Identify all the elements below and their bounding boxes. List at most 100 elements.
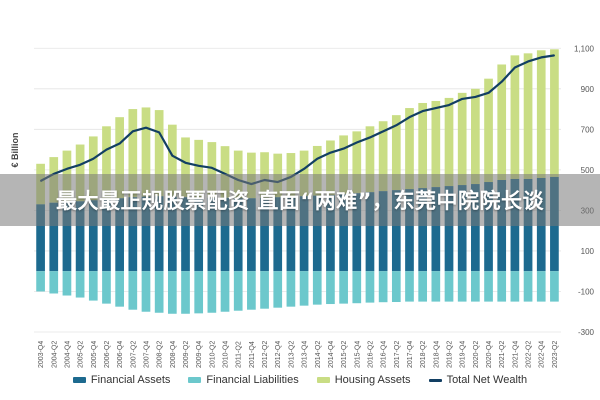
legend-label-financial-assets: Financial Assets <box>90 374 171 386</box>
financial-liabilities-bar <box>352 271 362 304</box>
financial-assets-bar <box>220 197 230 272</box>
x-tick-label: 2005-Q4 <box>91 341 98 368</box>
x-tick-label: 2010-Q2 <box>209 341 216 368</box>
housing-assets-bar <box>339 135 348 195</box>
x-tick-label: 2014-Q2 <box>315 341 322 368</box>
total-net-wealth-point <box>105 149 108 151</box>
financial-liabilities-bar <box>299 271 309 306</box>
financial-assets-bar <box>36 204 45 272</box>
total-net-wealth-point <box>461 98 463 100</box>
financial-assets-bar <box>378 191 388 272</box>
x-tick-label: 2018-Q4 <box>433 341 440 368</box>
y-tick-label: -100 <box>578 287 595 296</box>
financial-assets-bar <box>128 197 138 272</box>
housing-assets-bar <box>444 97 454 187</box>
total-net-wealth-point <box>501 81 503 83</box>
housing-assets-bar <box>115 117 124 199</box>
total-net-wealth-point <box>408 116 411 118</box>
housing-assets-bar <box>128 109 138 198</box>
financial-assets-bar <box>115 198 124 272</box>
x-tick-label: 2009-Q2 <box>183 341 190 368</box>
x-tick-label: 2016-Q2 <box>367 341 374 368</box>
financial-liabilities-bar <box>233 271 243 311</box>
x-tick-label: 2018-Q2 <box>420 341 427 368</box>
y-tick-label: 100 <box>581 247 595 256</box>
financial-liabilities-bar <box>339 271 348 304</box>
financial-assets-bar <box>49 202 59 272</box>
housing-assets-bar <box>365 126 375 193</box>
legend-swatch-financial-liabilities <box>188 377 202 383</box>
financial-assets-bar <box>273 197 283 272</box>
financial-assets-bar <box>88 200 98 272</box>
legend-label-total-net-wealth: Total Net Wealth <box>446 374 528 386</box>
housing-assets-bar <box>523 53 533 179</box>
x-tick-label: 2011-Q4 <box>249 341 256 368</box>
legend-label-financial-liabilities: Financial Liabilities <box>206 374 299 386</box>
x-tick-label: 2007-Q4 <box>143 341 150 368</box>
x-tick-label: 2019-Q2 <box>447 341 454 368</box>
total-net-wealth-point <box>435 107 437 109</box>
total-net-wealth-point <box>356 141 358 144</box>
x-tick-label: 2015-Q2 <box>341 341 348 368</box>
financial-liabilities-bar <box>444 271 454 302</box>
total-net-wealth-point <box>474 96 476 98</box>
financial-assets-bar <box>457 185 467 272</box>
financial-assets-bar <box>418 188 428 272</box>
x-tick-label: 2016-Q4 <box>381 341 388 368</box>
total-net-wealth-point <box>171 155 173 157</box>
financial-liabilities-bar <box>75 271 85 298</box>
x-tick-label: 2023-Q2 <box>552 341 559 368</box>
total-net-wealth-point <box>527 60 529 63</box>
legend-item-financial-liabilities: Financial Liabilities <box>188 374 299 386</box>
financial-assets-bar <box>233 198 243 272</box>
legend-label-housing-assets: Housing Assets <box>334 374 411 386</box>
financial-liabilities-bar <box>247 271 256 310</box>
x-tick-label: 2004-Q2 <box>51 341 58 368</box>
financial-assets-bar <box>62 202 72 272</box>
financial-assets-bar <box>194 197 204 272</box>
x-tick-label: 2008-Q2 <box>157 341 164 368</box>
financial-liabilities-bar <box>220 271 230 312</box>
housing-assets-bar <box>88 136 98 201</box>
legend-item-financial-assets: Financial Assets <box>72 374 171 386</box>
total-net-wealth-point <box>448 104 450 106</box>
financial-liabilities-bar <box>286 271 296 307</box>
total-net-wealth-point <box>132 130 134 132</box>
x-tick-label: 2006-Q2 <box>104 341 111 368</box>
financial-liabilities-bar <box>141 271 151 312</box>
financial-assets-bar <box>154 196 164 272</box>
total-net-wealth-point <box>198 165 200 167</box>
financial-assets-bar <box>391 190 401 272</box>
financial-assets-bar <box>286 196 296 272</box>
financial-liabilities-bar <box>194 271 204 314</box>
housing-assets-bar <box>418 102 428 189</box>
housing-assets-bar <box>312 145 322 196</box>
financial-assets-bar <box>444 186 454 272</box>
x-tick-label: 2019-Q4 <box>460 341 467 368</box>
total-net-wealth-point <box>158 131 160 133</box>
financial-liabilities-bar <box>418 271 428 302</box>
housing-assets-bar <box>497 64 507 180</box>
total-net-wealth-point <box>316 158 318 160</box>
financial-assets-bar <box>167 196 177 272</box>
total-net-wealth-point <box>369 136 371 139</box>
x-tick-label: 2022-Q2 <box>526 341 533 368</box>
financial-assets-bar <box>181 197 190 272</box>
total-net-wealth-point <box>211 167 213 169</box>
financial-liabilities-bar <box>510 271 520 302</box>
housing-assets-bar <box>167 124 177 197</box>
housing-assets-bar <box>299 150 309 197</box>
financial-liabilities-bar <box>181 271 190 314</box>
financial-liabilities-bar <box>457 271 467 302</box>
y-tick-label: 900 <box>581 85 595 94</box>
x-tick-label: 2012-Q4 <box>275 341 282 368</box>
housing-assets-bar <box>352 131 362 194</box>
x-tick-label: 2009-Q4 <box>196 341 203 368</box>
financial-liabilities-bar <box>207 271 217 313</box>
financial-liabilities-bar <box>471 271 480 302</box>
financial-liabilities-bar <box>273 271 283 308</box>
financial-liabilities-bars <box>36 271 559 314</box>
financial-assets-bar <box>352 193 362 272</box>
headline-banner: 最大最正规股票配资 直面“两难”，东莞中院院长谈 <box>0 174 600 226</box>
